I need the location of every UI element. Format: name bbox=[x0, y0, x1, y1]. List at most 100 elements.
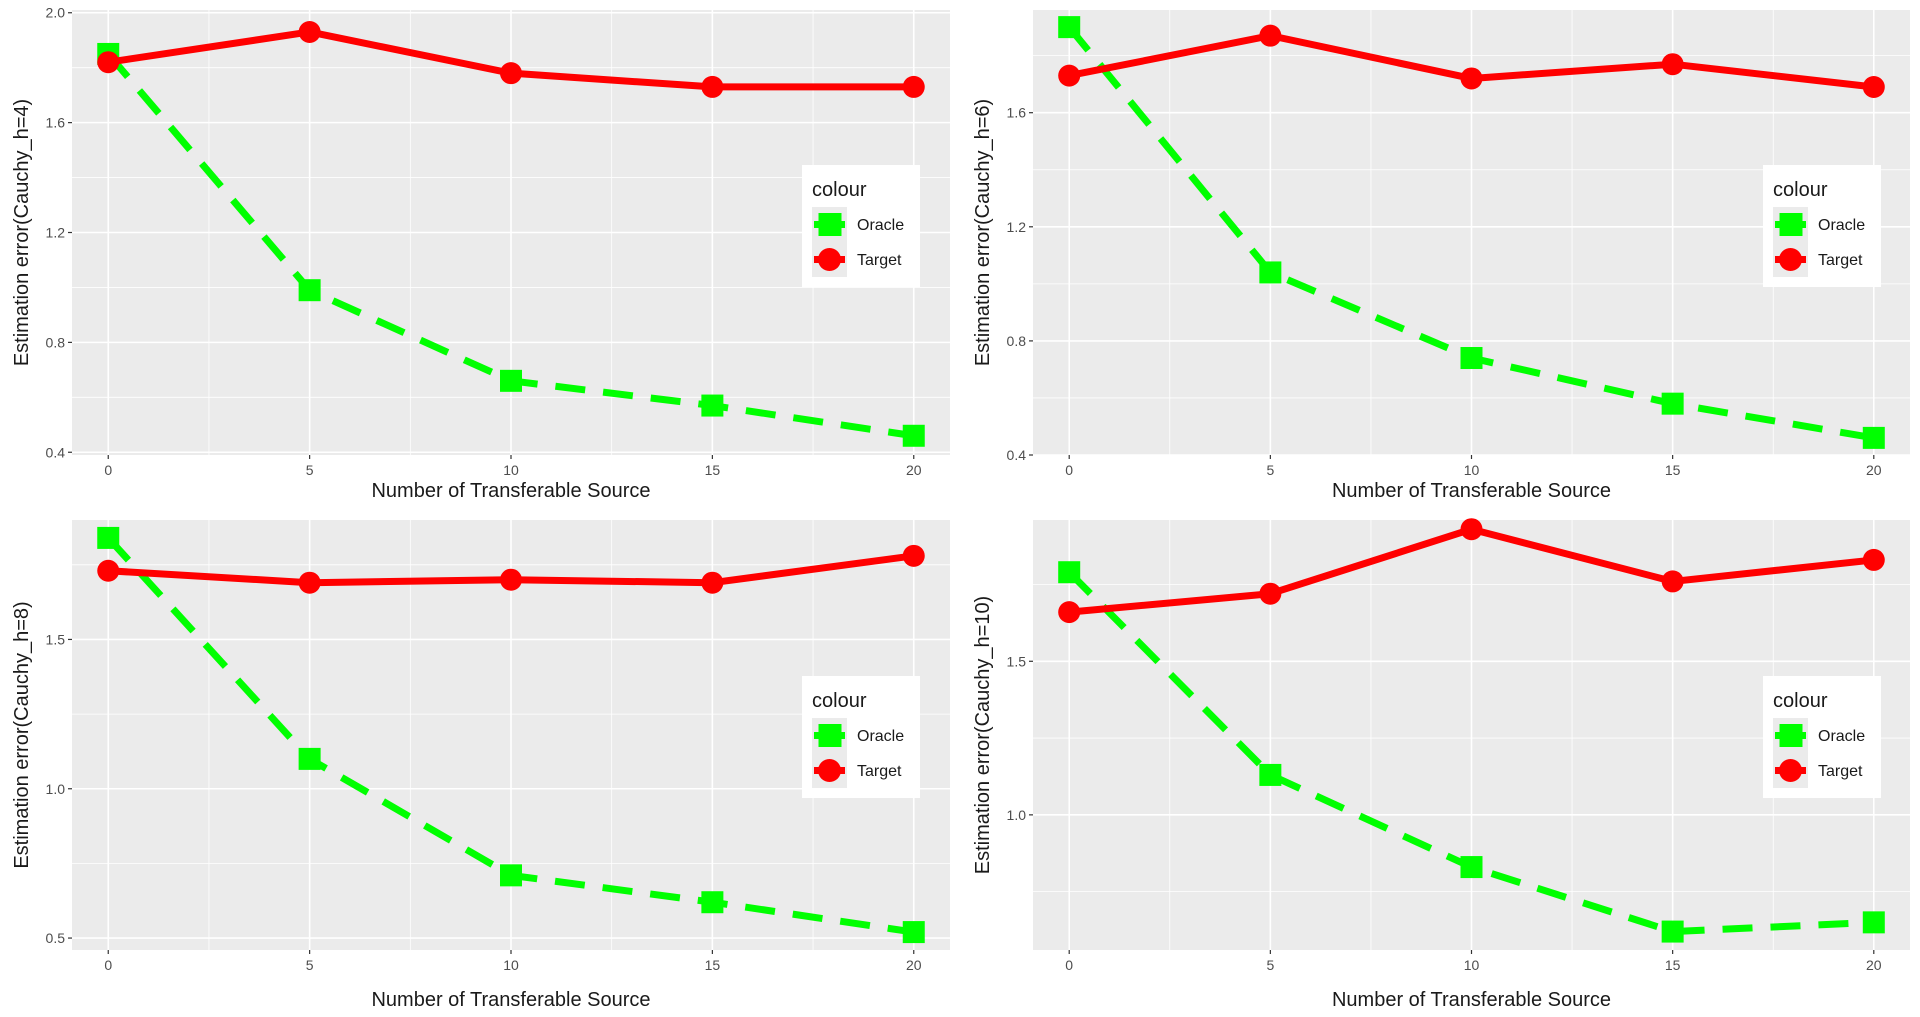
chart-2-x-tick-label: 10 bbox=[1464, 462, 1480, 478]
chart-4: 1.0 1.5 0 5 10 15 20 Number of Transferable Sou… bbox=[972, 518, 1910, 1011]
chart-3-x-tick-label: 0 bbox=[104, 957, 112, 973]
chart-3: 0.5 1.0 1.5 0 5 10 15 20 Number of Transferable … bbox=[11, 520, 950, 1011]
chart-3-x-axis-title: Number of Transferable Source bbox=[371, 989, 650, 1011]
chart-4-point-target bbox=[1661, 570, 1684, 593]
chart-2-point-target bbox=[1058, 64, 1081, 87]
chart-3-y-tick-label: 1.0 bbox=[46, 781, 66, 797]
chart-1-y-tick-label: 1.6 bbox=[46, 115, 66, 131]
chart-2-point-oracle bbox=[1661, 392, 1684, 415]
chart-3-x-tick-label: 5 bbox=[306, 957, 314, 973]
chart-4-x-tick-label: 10 bbox=[1464, 957, 1480, 973]
chart-1-legend: colour Oracle Target bbox=[802, 165, 920, 287]
chart-4-legend: colour Oracle Target bbox=[1763, 676, 1881, 798]
chart-1-point-oracle bbox=[500, 369, 522, 392]
chart-4-point-oracle bbox=[1460, 856, 1483, 879]
chart-4-legend-key-marker-oracle bbox=[1779, 724, 1803, 747]
chart-4-x-tick-label: 20 bbox=[1866, 957, 1882, 973]
chart-3-point-target bbox=[97, 559, 120, 582]
chart-2-legend-label-oracle: Oracle bbox=[1818, 217, 1865, 234]
chart-2-x-tick-label: 15 bbox=[1665, 462, 1681, 478]
chart-3-legend: colour Oracle Target bbox=[802, 676, 920, 798]
chart-4-point-target bbox=[1259, 582, 1282, 605]
chart-4-legend-title: colour bbox=[1773, 690, 1828, 712]
chart-3-point-oracle bbox=[500, 864, 522, 887]
chart-3-x-tick-label: 15 bbox=[705, 957, 721, 973]
chart-1-y-tick-label: 0.8 bbox=[46, 334, 66, 350]
chart-4-legend-key-marker-target bbox=[1779, 759, 1802, 782]
chart-2-legend: colour Oracle Target bbox=[1763, 165, 1881, 287]
chart-1-legend-key-marker-target bbox=[818, 248, 841, 271]
chart-2-point-target bbox=[1661, 53, 1684, 76]
chart-2-x-tick-label: 20 bbox=[1866, 462, 1882, 478]
chart-3-point-oracle bbox=[701, 891, 724, 914]
chart-3-point-oracle bbox=[902, 921, 925, 944]
chart-2-legend-key-marker-target bbox=[1779, 248, 1802, 271]
chart-2-legend-label-target: Target bbox=[1818, 252, 1863, 269]
chart-2-legend-key-marker-oracle bbox=[1779, 213, 1803, 236]
chart-1-point-target bbox=[500, 62, 522, 85]
chart-3-point-target bbox=[500, 568, 522, 591]
chart-2-y-tick-label: 1.2 bbox=[1007, 219, 1027, 235]
chart-1: 0.4 0.8 1.2 1.6 2.0 0 5 10 15 20 Number of Transfe… bbox=[11, 5, 950, 502]
chart-4-legend-label-target: Target bbox=[1818, 763, 1863, 780]
chart-1-x-tick-label: 0 bbox=[104, 462, 112, 478]
chart-4-point-target bbox=[1460, 518, 1483, 541]
chart-2-y-axis-title: Estimation error(Cauchy_h=6) bbox=[972, 99, 994, 366]
chart-1-point-target bbox=[298, 20, 321, 43]
chart-1-x-tick-label: 20 bbox=[906, 462, 922, 478]
chart-2: 0.4 0.8 1.2 1.6 0 5 10 15 20 Number of Transferab… bbox=[972, 10, 1910, 502]
chart-1-x-tick-label: 5 bbox=[306, 462, 314, 478]
chart-3-legend-label-oracle: Oracle bbox=[857, 728, 904, 745]
chart-3-legend-title: colour bbox=[812, 690, 867, 712]
chart-2-point-target bbox=[1460, 67, 1483, 90]
chart-1-point-oracle bbox=[701, 394, 724, 417]
chart-4-y-tick-label: 1.0 bbox=[1007, 807, 1027, 823]
chart-1-y-axis-title: Estimation error(Cauchy_h=4) bbox=[11, 99, 33, 366]
chart-4-point-oracle bbox=[1661, 920, 1684, 943]
chart-4-x-tick-label: 0 bbox=[1065, 957, 1073, 973]
chart-2-legend-title: colour bbox=[1773, 179, 1828, 201]
chart-3-legend-key-marker-oracle bbox=[818, 724, 842, 747]
chart-4-point-oracle bbox=[1058, 561, 1081, 584]
chart-4-x-axis-title: Number of Transferable Source bbox=[1332, 989, 1611, 1011]
chart-2-point-target bbox=[1862, 76, 1885, 99]
chart-4-legend-label-oracle: Oracle bbox=[1818, 728, 1865, 745]
chart-3-y-axis-title: Estimation error(Cauchy_h=8) bbox=[11, 601, 33, 868]
chart-2-point-oracle bbox=[1862, 426, 1885, 449]
chart-1-point-target bbox=[701, 75, 724, 98]
chart-2-point-oracle bbox=[1460, 347, 1483, 370]
chart-4-x-tick-label: 15 bbox=[1665, 957, 1681, 973]
chart-2-x-tick-label: 5 bbox=[1266, 462, 1274, 478]
chart-3-point-oracle bbox=[298, 747, 321, 770]
chart-2-x-tick-label: 0 bbox=[1065, 462, 1073, 478]
chart-4-point-oracle bbox=[1862, 911, 1885, 934]
chart-1-legend-title: colour bbox=[812, 179, 867, 201]
chart-2-y-tick-label: 0.4 bbox=[1007, 447, 1027, 463]
chart-3-y-tick-label: 0.5 bbox=[46, 930, 66, 946]
chart-1-point-target bbox=[902, 75, 925, 98]
chart-2-point-oracle bbox=[1259, 261, 1282, 284]
chart-4-x-tick-label: 5 bbox=[1266, 957, 1274, 973]
chart-3-y-tick-label: 1.5 bbox=[46, 631, 66, 647]
chart-2-point-target bbox=[1259, 24, 1282, 47]
chart-1-x-tick-label: 10 bbox=[503, 462, 519, 478]
chart-1-legend-label-oracle: Oracle bbox=[857, 217, 904, 234]
chart-1-x-tick-label: 15 bbox=[705, 462, 721, 478]
chart-3-x-tick-label: 20 bbox=[906, 957, 922, 973]
chart-4-point-target bbox=[1058, 601, 1081, 624]
chart-1-point-oracle bbox=[298, 279, 321, 302]
chart-2-point-oracle bbox=[1058, 16, 1081, 39]
chart-3-point-target bbox=[902, 544, 925, 567]
chart-3-x-tick-label: 10 bbox=[503, 957, 519, 973]
chart-4-y-axis-title: Estimation error(Cauchy_h=10) bbox=[972, 596, 994, 874]
chart-1-point-oracle bbox=[902, 424, 925, 447]
chart-4-point-target bbox=[1862, 548, 1885, 571]
chart-4-y-tick-label: 1.5 bbox=[1007, 653, 1027, 669]
chart-3-point-oracle bbox=[97, 526, 120, 549]
chart-1-point-target bbox=[97, 51, 120, 74]
chart-1-y-tick-label: 1.2 bbox=[46, 225, 66, 241]
chart-1-legend-label-target: Target bbox=[857, 252, 902, 269]
chart-2-x-axis-title: Number of Transferable Source bbox=[1332, 480, 1611, 502]
chart-3-point-target bbox=[298, 571, 321, 594]
